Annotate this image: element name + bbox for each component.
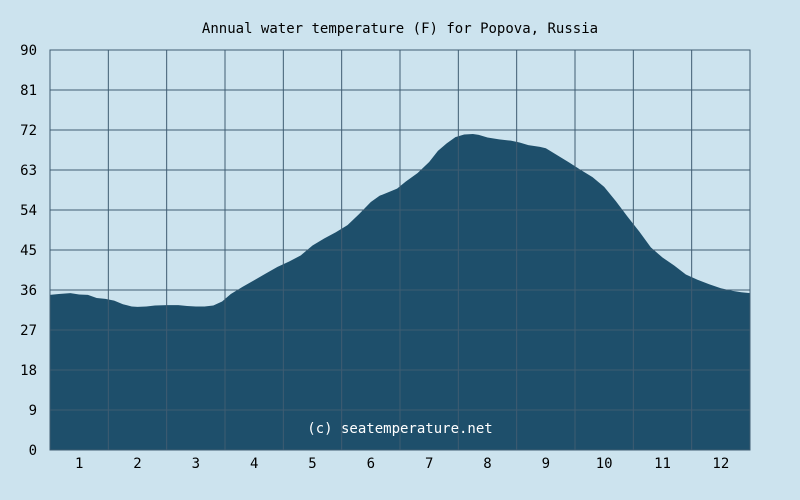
x-tick-label: 3 — [192, 456, 200, 472]
y-tick-label: 0 — [29, 443, 37, 459]
y-tick-label: 27 — [20, 323, 37, 339]
x-tick-label: 10 — [596, 456, 613, 472]
x-tick-label: 12 — [712, 456, 729, 472]
y-tick-label: 90 — [20, 43, 37, 59]
x-tick-label: 8 — [483, 456, 491, 472]
x-tick-label: 1 — [75, 456, 83, 472]
y-tick-label: 36 — [20, 283, 37, 299]
y-tick-label: 45 — [20, 243, 37, 259]
x-tick-label: 6 — [367, 456, 375, 472]
x-tick-label: 5 — [308, 456, 316, 472]
grid-layer — [49, 49, 751, 451]
x-tick-label: 7 — [425, 456, 433, 472]
y-axis: 0 9 18 27 36 45 54 63 72 81 90 — [20, 43, 37, 459]
x-tick-label: 9 — [542, 456, 550, 472]
y-tick-label: 63 — [20, 163, 37, 179]
y-tick-label: 9 — [29, 403, 37, 419]
chart-title: Annual water temperature (F) for Popova,… — [202, 21, 598, 37]
y-tick-label: 81 — [20, 83, 37, 99]
y-tick-label: 72 — [20, 123, 37, 139]
x-tick-label: 2 — [133, 456, 141, 472]
y-tick-label: 54 — [20, 203, 37, 219]
x-tick-label: 11 — [654, 456, 671, 472]
x-tick-label: 4 — [250, 456, 258, 472]
x-axis: 1 2 3 4 5 6 7 8 9 10 11 12 — [75, 456, 729, 472]
y-tick-label: 18 — [20, 363, 37, 379]
watermark-text: (c) seatemperature.net — [307, 421, 492, 437]
